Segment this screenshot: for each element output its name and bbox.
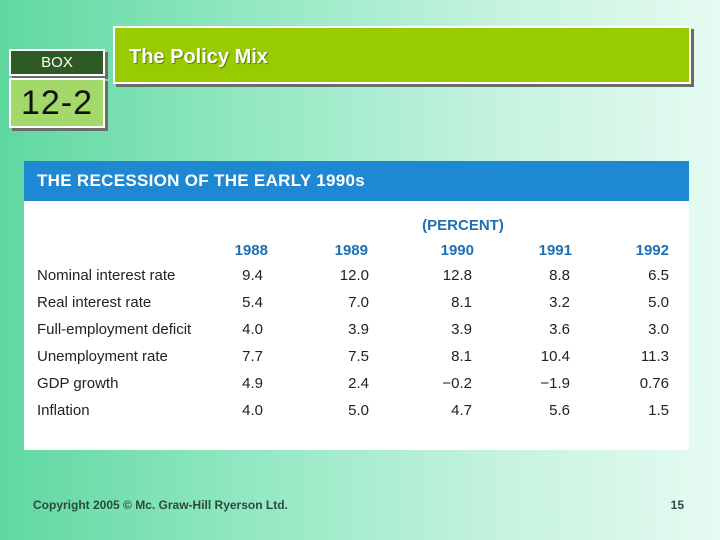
table-cell: 12.8 (442, 267, 472, 284)
row-label: Full-employment deficit (37, 321, 192, 338)
table-cell: 8.8 (549, 267, 570, 284)
row-label: GDP growth (37, 375, 119, 392)
table-header: THE RECESSION OF THE EARLY 1990s (24, 161, 689, 201)
title-bar: The Policy Mix (113, 26, 691, 84)
table-cell: −0.2 (442, 375, 472, 392)
row-label: Inflation (37, 402, 90, 419)
table-cell: 6.5 (648, 267, 669, 284)
table-cell: 8.1 (451, 348, 472, 365)
table-cell: 3.9 (451, 321, 472, 338)
table-cell: 0.76 (639, 375, 669, 392)
slide-title: The Policy Mix (129, 46, 268, 68)
table-cell: 4.9 (242, 375, 263, 392)
table-cell: 11.3 (640, 348, 669, 365)
table-cell: 4.0 (242, 402, 263, 419)
year-header: 1988 (234, 242, 268, 259)
table-cell: 10.4 (540, 348, 570, 365)
table-cell: 4.0 (242, 321, 263, 338)
table-cell: 5.0 (648, 294, 669, 311)
box-label: BOX (9, 49, 105, 76)
unit-label: (PERCENT) (422, 217, 504, 234)
table-cell: 3.2 (549, 294, 570, 311)
table-cell: 1.5 (648, 402, 669, 419)
table-cell: 7.7 (242, 348, 263, 365)
table-cell: 5.4 (242, 294, 263, 311)
year-header: 1990 (440, 242, 474, 259)
row-label: Nominal interest rate (37, 267, 176, 284)
table-cell: 5.0 (348, 402, 369, 419)
box-number: 12-2 (9, 78, 105, 128)
table-cell: 9.4 (242, 267, 263, 284)
copyright-text: Copyright 2005 © Mc. Graw-Hill Ryerson L… (33, 498, 288, 512)
year-header: 1992 (635, 242, 669, 259)
table-cell: 7.0 (348, 294, 369, 311)
table-cell: −1.9 (540, 375, 570, 392)
table-cell: 5.6 (549, 402, 570, 419)
table-panel: THE RECESSION OF THE EARLY 1990s (PERCEN… (24, 161, 689, 450)
table-cell: 12.0 (339, 267, 369, 284)
table-cell: 3.9 (348, 321, 369, 338)
year-header: 1991 (538, 242, 572, 259)
year-header: 1989 (334, 242, 368, 259)
table-cell: 3.6 (549, 321, 570, 338)
row-label: Real interest rate (37, 294, 152, 311)
table-cell: 8.1 (451, 294, 472, 311)
table-cell: 3.0 (648, 321, 669, 338)
page-number: 15 (670, 498, 684, 512)
table-cell: 7.5 (348, 348, 369, 365)
table-cell: 4.7 (451, 402, 472, 419)
table-cell: 2.4 (348, 375, 369, 392)
row-label: Unemployment rate (37, 348, 168, 365)
